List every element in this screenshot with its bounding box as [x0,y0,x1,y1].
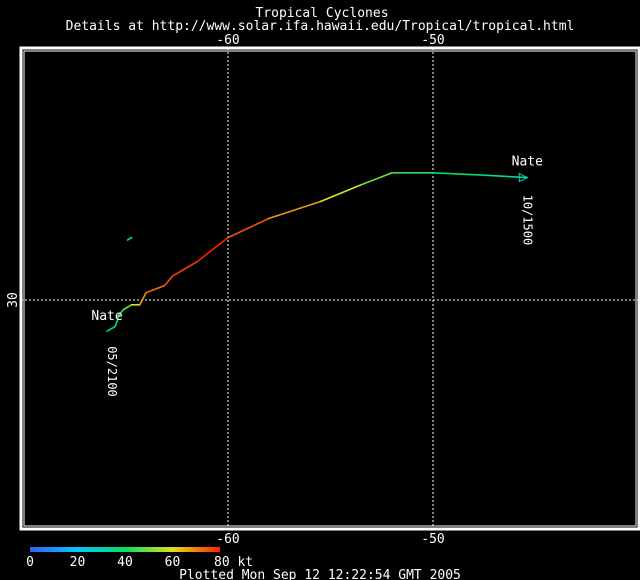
storm-start-name-label: Nate [91,309,122,324]
track-segment [432,172,486,176]
storm-track [126,236,133,241]
storm-tracks [106,172,529,333]
colorbar-tick-label: 80 kt [214,555,253,570]
track-segment [122,303,133,311]
colorbar-tick-label: 20 [70,555,86,570]
colorbar-tick-label: 60 [165,555,181,570]
track-segment [114,313,121,328]
track-segment [126,236,133,241]
axis-labels: -60 -50 -60 -50 30 [6,33,445,547]
track-segment [139,291,147,306]
track-segment [483,174,529,179]
storm-track [106,172,529,333]
map-border-inner [23,50,637,527]
bottom-lon-label: -60 [216,532,239,547]
track-segment [360,172,393,186]
bottom-lon-label: -50 [421,532,444,547]
track-segment [227,217,270,239]
track-segment [145,284,166,294]
map-border [19,46,640,531]
colorbar-tick-label: 0 [26,555,34,570]
storm-annotations: Nate 10/1500 Nate 05/2100 [91,155,543,397]
colorbar-gradient [30,547,220,552]
intensity-colorbar: 0 20 40 60 80 kt [26,547,253,570]
track-segment [171,260,199,277]
colorbar-tick-label: 40 [117,555,133,570]
track-segment [163,275,174,287]
track-segment [268,200,322,220]
map-frame [19,46,640,531]
track-segment [106,325,117,333]
track-segment [196,236,229,263]
plotted-timestamp: Plotted Mon Sep 12 12:22:54 GMT 2005 [179,568,461,580]
page-title: Tropical Cyclones [255,6,388,21]
storm-start-time-label: 05/2100 [105,346,119,397]
top-lon-label: -60 [216,33,239,48]
track-end-arrow [518,172,529,183]
storm-end-time-label: 10/1500 [520,195,534,246]
page-subtitle: Details at http://www.solar.ifa.hawaii.e… [66,19,575,34]
track-segment [319,184,363,203]
storm-end-name-label: Nate [512,155,543,170]
top-lon-label: -50 [421,33,444,48]
track-segment [118,308,125,316]
graticule [21,48,639,529]
left-lat-label: 30 [6,292,21,308]
